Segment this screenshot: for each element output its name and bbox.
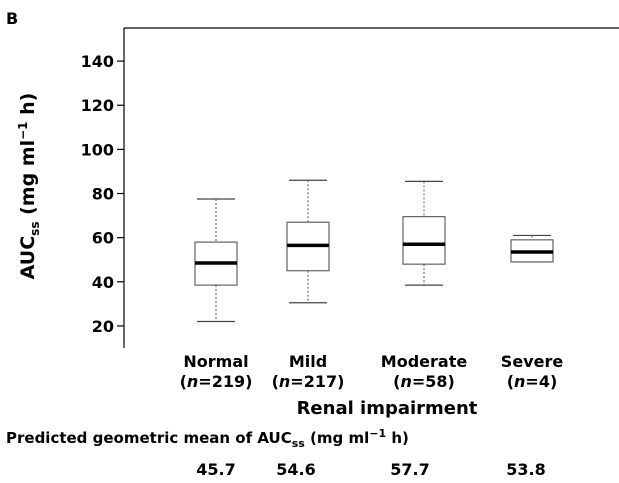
iqr-box — [402, 216, 446, 265]
close-paren: ) — [245, 372, 252, 391]
y-ticks: 20 40 60 80 100 120 140 — [81, 52, 124, 336]
open-paren: ( — [272, 372, 279, 391]
plot-axes — [123, 27, 619, 348]
n-symbol: n — [279, 372, 290, 391]
category-label: Moderate — [381, 352, 468, 371]
open-paren: ( — [507, 372, 514, 391]
x-category-labels: Normal(n=219)Mild(n=217)Moderate(n=58)Se… — [180, 352, 564, 391]
box-moderate — [402, 180, 446, 286]
box-normal — [194, 198, 238, 323]
close-paren: ) — [337, 372, 344, 391]
category-label: Mild — [289, 352, 327, 371]
y-tick-label: 120 — [81, 96, 114, 115]
category-n-label: (n=4) — [507, 372, 558, 391]
n-value: =217 — [290, 372, 337, 391]
close-paren: ) — [550, 372, 557, 391]
geometric-mean-value: 54.6 — [276, 460, 315, 479]
category-label: Severe — [501, 352, 564, 371]
category-n-label: (n=58) — [393, 372, 455, 391]
y-tick-label: 140 — [81, 52, 114, 71]
n-symbol: n — [514, 372, 525, 391]
geometric-mean-value: 45.7 — [196, 460, 235, 479]
box-severe — [510, 234, 554, 263]
category-n-label: (n=217) — [272, 372, 345, 391]
n-value: =58 — [412, 372, 448, 391]
n-value: =219 — [198, 372, 245, 391]
y-tick-label: 40 — [92, 273, 114, 292]
close-paren: ) — [448, 372, 455, 391]
n-symbol: n — [187, 372, 198, 391]
open-paren: ( — [393, 372, 400, 391]
category-n-label: (n=219) — [180, 372, 253, 391]
y-tick-label: 100 — [81, 140, 114, 159]
n-symbol: n — [400, 372, 411, 391]
box-series — [194, 179, 554, 323]
open-paren: ( — [180, 372, 187, 391]
geometric-mean-values: 45.7 54.6 57.7 53.8 — [196, 460, 545, 479]
category-label: Normal — [183, 352, 248, 371]
footer-title: Predicted geometric mean of AUCss (mg ml… — [6, 427, 409, 450]
y-tick-label: 20 — [92, 317, 114, 336]
y-axis-label: AUCss (mg ml−1 h) — [16, 93, 42, 280]
n-value: =4 — [525, 372, 550, 391]
x-axis-label: Renal impairment — [297, 398, 478, 419]
geometric-mean-value: 53.8 — [506, 460, 545, 479]
y-tick-label: 60 — [92, 229, 114, 248]
panel-label: B — [6, 9, 18, 28]
y-tick-label: 80 — [92, 185, 114, 204]
box-mild — [286, 179, 330, 304]
geometric-mean-value: 57.7 — [390, 460, 429, 479]
